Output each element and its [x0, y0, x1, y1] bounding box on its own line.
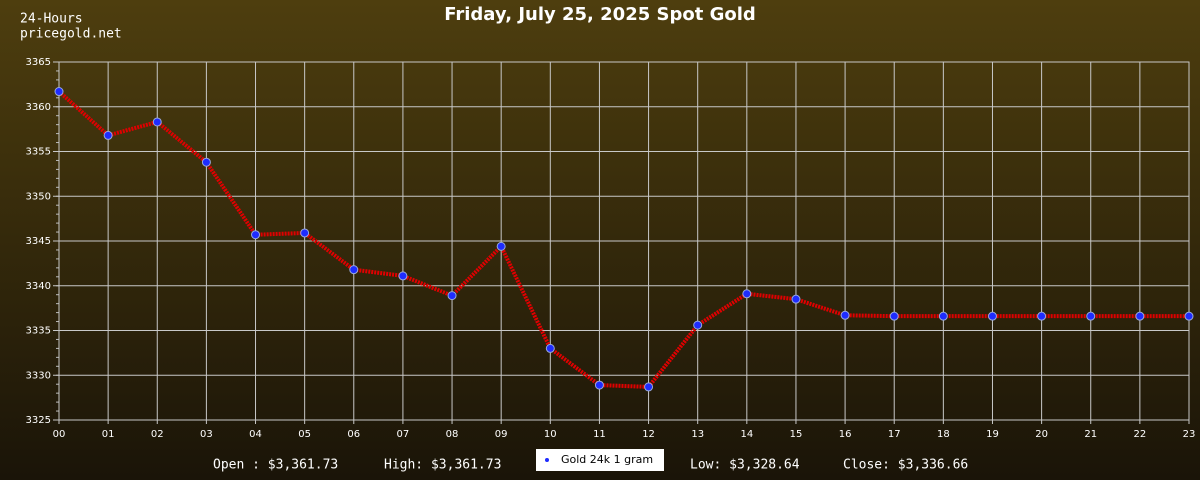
x-tick-label: 14: [740, 429, 753, 440]
x-tick-label: 23: [1183, 429, 1196, 440]
data-point: [201, 157, 211, 167]
stat: Open : $3,361.73: [213, 458, 338, 473]
x-tick-label: 16: [839, 429, 852, 440]
x-tick-label: 02: [151, 429, 164, 440]
y-tick-label: 3340: [26, 281, 51, 292]
y-tick-label: 3335: [26, 326, 51, 337]
y-tick-label: 3355: [26, 147, 51, 158]
x-tick-label: 20: [1035, 429, 1048, 440]
data-point: [1037, 311, 1047, 321]
stat: Low: $3,328.64: [690, 458, 800, 473]
data-point: [300, 228, 310, 238]
data-point: [987, 311, 997, 321]
stat: Close: $3,336.66: [843, 458, 968, 473]
data-point: [791, 294, 801, 304]
corner-label: 24-Hours: [20, 12, 83, 27]
data-point: [103, 130, 113, 140]
legend: [536, 449, 664, 471]
data-point: [398, 271, 408, 281]
x-tick-label: 00: [53, 429, 66, 440]
x-tick-label: 08: [446, 429, 459, 440]
x-tick-label: 10: [544, 429, 557, 440]
data-point: [1184, 311, 1194, 321]
x-tick-label: 18: [937, 429, 950, 440]
x-tick-label: 22: [1134, 429, 1147, 440]
x-tick-label: 01: [102, 429, 115, 440]
y-tick-label: 3360: [26, 102, 51, 113]
corner-label: pricegold.net: [20, 27, 122, 42]
x-tick-label: 15: [790, 429, 803, 440]
data-point: [496, 241, 506, 251]
x-tick-label: 11: [593, 429, 606, 440]
data-point: [644, 382, 654, 392]
data-point: [1086, 311, 1096, 321]
data-point: [693, 320, 703, 330]
x-tick-label: 04: [249, 429, 262, 440]
data-point: [742, 289, 752, 299]
data-point: [840, 310, 850, 320]
series-line: [57, 90, 1189, 389]
x-tick-label: 09: [495, 429, 508, 440]
y-tick-label: 3325: [26, 415, 51, 426]
stat: High: $3,361.73: [384, 458, 501, 473]
data-point: [349, 265, 359, 275]
data-point: [938, 311, 948, 321]
y-tick-label: 3365: [26, 57, 51, 68]
x-tick-label: 12: [642, 429, 655, 440]
data-point: [889, 311, 899, 321]
x-tick-label: 06: [347, 429, 360, 440]
x-tick-label: 21: [1084, 429, 1097, 440]
y-tick-label: 3350: [26, 191, 51, 202]
x-tick-label: 05: [298, 429, 311, 440]
x-tick-label: 07: [397, 429, 410, 440]
legend-marker: [545, 458, 549, 462]
data-point: [594, 380, 604, 390]
data-point: [545, 343, 555, 353]
y-tick-label: 3330: [26, 370, 51, 381]
x-tick-label: 19: [986, 429, 999, 440]
data-point: [1135, 311, 1145, 321]
data-point: [152, 117, 162, 127]
data-point: [447, 291, 457, 301]
legend-label: Gold 24k 1 gram: [561, 453, 653, 466]
x-tick-label: 17: [888, 429, 901, 440]
chart-title: Friday, July 25, 2025 Spot Gold: [444, 4, 756, 25]
x-tick-label: 13: [691, 429, 704, 440]
y-tick-label: 3345: [26, 236, 51, 247]
data-point: [251, 230, 261, 240]
x-tick-label: 03: [200, 429, 213, 440]
data-point: [54, 87, 64, 97]
